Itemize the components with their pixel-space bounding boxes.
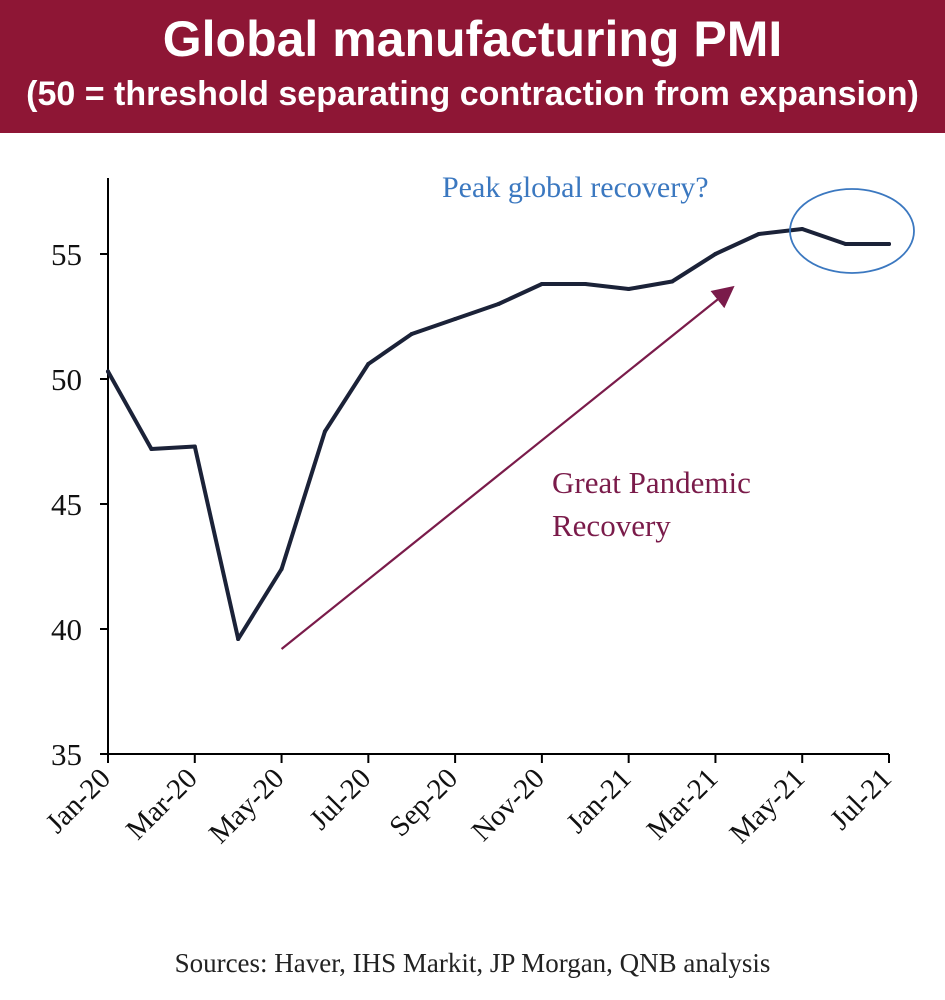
data-point: [322, 429, 327, 434]
recovery-arrow: [280, 285, 735, 650]
pmi-line-chart: 35 40 45 50 55 Jan-20 Mar-20 May-20 Jul-20 Sep-2…: [40, 171, 915, 850]
y-axis-ticks: 35 40 45 50 55: [51, 237, 108, 772]
x-tick-label: Jan-20: [40, 762, 117, 839]
y-tick-label: 40: [51, 612, 82, 647]
x-tick-label: May-21: [724, 762, 812, 850]
data-point: [539, 282, 544, 286]
data-point: [279, 567, 284, 571]
data-point: [583, 282, 588, 286]
data-point: [106, 369, 110, 374]
y-tick-label: 50: [51, 362, 82, 397]
data-point: [192, 444, 197, 449]
great-pandemic-recovery-label-line-1: Great Pandemic: [552, 465, 751, 500]
chart-title: Global manufacturing PMI: [162, 11, 783, 67]
great-pandemic-recovery-label-line-2: Recovery: [552, 508, 671, 543]
axes: [107, 178, 889, 755]
data-point: [496, 302, 501, 306]
peak-highlight-ellipse: [789, 188, 915, 274]
x-tick-label: Mar-20: [120, 762, 204, 846]
x-tick-label: Jan-21: [560, 762, 637, 839]
data-point: [626, 287, 631, 291]
data-point: [453, 317, 458, 321]
data-point: [366, 362, 371, 366]
data-point: [149, 447, 154, 451]
pmi-series-line: [106, 227, 891, 641]
x-tick-label: Jul-20: [303, 762, 377, 836]
data-point: [670, 279, 675, 284]
data-point: [756, 232, 761, 236]
data-point: [800, 227, 805, 231]
x-tick-label: May-20: [203, 762, 291, 850]
x-tick-label: Sep-20: [383, 762, 464, 843]
chart-subtitle: (50 = threshold separating contraction f…: [26, 75, 919, 113]
x-tick-label: Jul-21: [824, 762, 898, 836]
y-tick-label: 45: [51, 487, 82, 522]
data-point: [713, 252, 718, 256]
data-point: [409, 332, 414, 336]
x-tick-label: Nov-20: [466, 762, 551, 847]
chart-header-banner: Global manufacturing PMI (50 = threshold…: [0, 0, 945, 133]
y-tick-label: 35: [51, 737, 82, 772]
data-point: [887, 242, 891, 246]
peak-global-recovery-label: Peak global recovery?: [442, 171, 709, 204]
source-note: Sources: Haver, IHS Markit, JP Morgan, Q…: [174, 948, 771, 978]
y-tick-label: 55: [51, 237, 82, 272]
pmi-data-points: [106, 227, 891, 641]
data-point: [843, 242, 848, 246]
x-axis-ticks: Jan-20 Mar-20 May-20 Jul-20 Sep-20 Nov-20 Jan-…: [40, 754, 898, 850]
x-tick-label: Mar-21: [641, 762, 725, 846]
data-point: [236, 637, 241, 641]
